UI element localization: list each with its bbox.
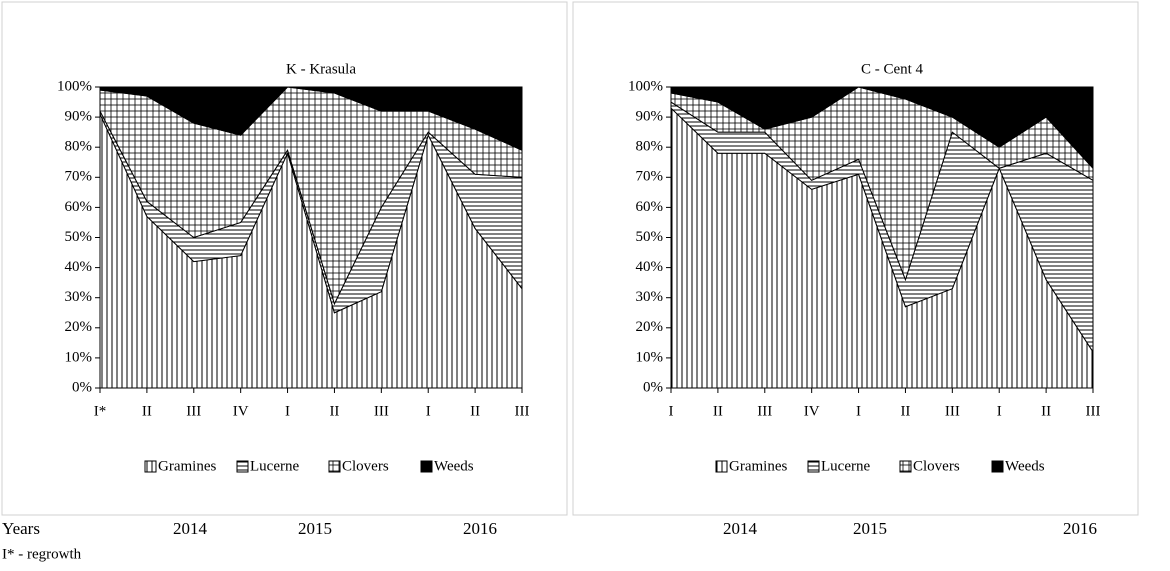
y-tick-label: 50% [65,229,93,245]
x-tick-label: I [856,403,861,419]
x-tick-label: IV [804,403,820,419]
y-tick-label: 20% [65,319,93,335]
legend-swatch [420,460,433,473]
x-tick-label: II [470,403,480,419]
axis-caption: Years [2,519,40,538]
chart-title: K - Krasula [286,61,356,77]
legend-label: Gramines [729,458,787,474]
x-tick-label: III [515,403,530,419]
y-tick-label: 60% [636,199,664,215]
x-tick-label: III [945,403,960,419]
legend-swatch [328,460,341,473]
legend-swatch [899,460,912,473]
x-tick-label: II [713,403,723,419]
legend-swatch [715,460,728,473]
y-tick-label: 10% [65,349,93,365]
legend-label: Lucerne [250,458,299,474]
y-tick-label: 30% [636,289,664,305]
year-label: 2015 [853,519,887,538]
x-tick-label: III [374,403,389,419]
legend-swatch [144,460,157,473]
y-tick-label: 30% [65,289,93,305]
legend-label: Gramines [158,458,216,474]
y-tick-label: 20% [636,319,664,335]
legend-label: Weeds [1005,458,1045,474]
footnote: I* - regrowth [2,546,82,562]
y-tick-label: 40% [636,259,664,275]
x-tick-label: I [669,403,674,419]
y-tick-label: 100% [57,78,92,94]
y-tick-label: 50% [636,229,664,245]
legend-label: Weeds [434,458,474,474]
y-tick-label: 100% [628,78,663,94]
panel [572,1,1139,516]
x-tick-label: II [900,403,910,419]
y-tick-label: 90% [65,109,93,125]
legend-swatch [236,460,249,473]
x-tick-label: II [329,403,339,419]
x-tick-label: I* [94,403,107,419]
y-tick-label: 10% [636,349,664,365]
year-label: 2016 [1063,519,1097,538]
legend-swatch [807,460,820,473]
chart-title: C - Cent 4 [861,61,924,77]
y-tick-label: 70% [65,169,93,185]
legend-swatch [991,460,1004,473]
area [99,86,523,151]
x-tick-label: I [426,403,431,419]
y-tick-label: 80% [636,139,664,155]
legend-label: Lucerne [821,458,870,474]
year-label: 2014 [173,519,208,538]
x-tick-label: II [142,403,152,419]
y-tick-label: 40% [65,259,93,275]
year-label: 2016 [463,519,497,538]
x-tick-label: I [285,403,290,419]
y-tick-label: 70% [636,169,664,185]
x-tick-label: III [1086,403,1101,419]
area [670,86,1094,170]
legend-label: Clovers [342,458,389,474]
x-tick-label: III [186,403,201,419]
panel [1,1,568,516]
x-tick-label: I [997,403,1002,419]
x-tick-label: II [1041,403,1051,419]
x-tick-label: III [757,403,772,419]
x-tick-label: IV [233,403,249,419]
y-tick-label: 90% [636,109,664,125]
y-tick-label: 0% [643,379,663,395]
year-label: 2014 [723,519,758,538]
y-tick-label: 0% [72,379,92,395]
year-label: 2015 [298,519,332,538]
y-tick-label: 80% [65,139,93,155]
legend-label: Clovers [913,458,960,474]
y-tick-label: 60% [65,199,93,215]
